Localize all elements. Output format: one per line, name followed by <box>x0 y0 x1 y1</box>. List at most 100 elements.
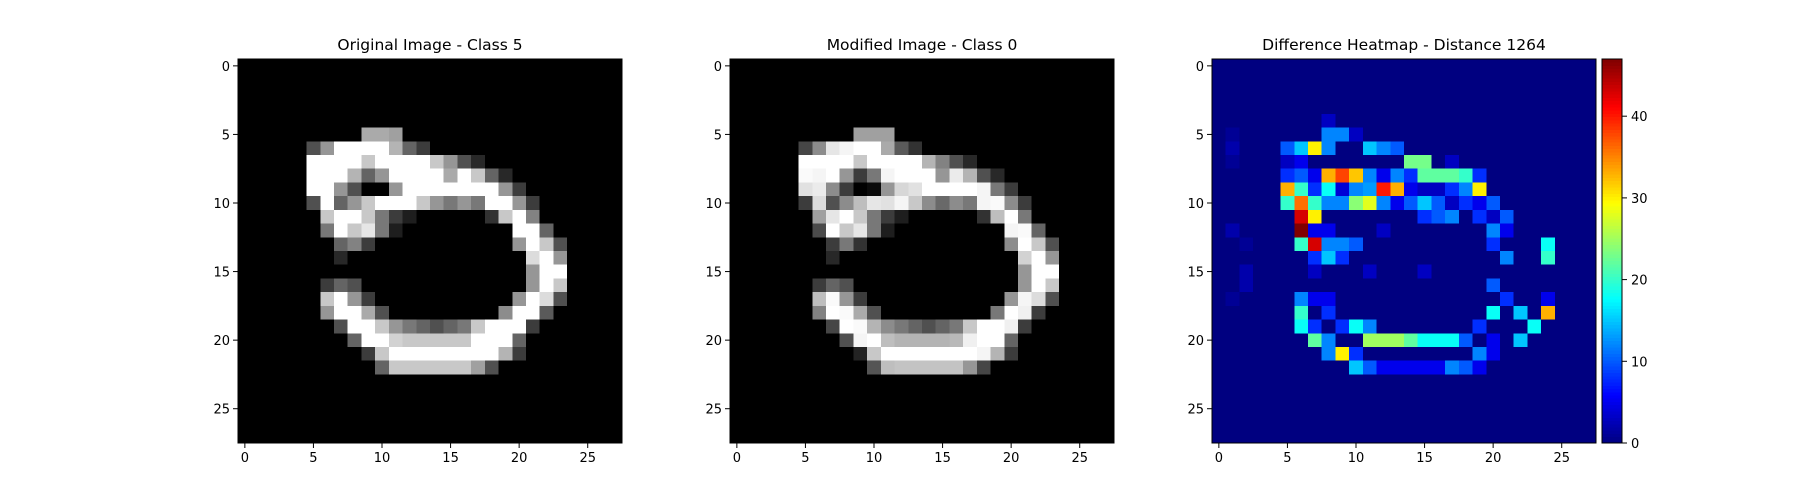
pixel <box>416 333 431 348</box>
pixel <box>443 347 458 362</box>
pixel <box>812 374 827 389</box>
pixel <box>1568 347 1583 362</box>
pixel <box>743 251 758 266</box>
pixel <box>784 360 799 375</box>
pixel <box>1072 388 1087 403</box>
pixel <box>306 182 321 197</box>
pixel <box>1335 113 1350 128</box>
pixel <box>1294 292 1309 307</box>
pixel <box>894 319 909 334</box>
pixel <box>880 347 895 362</box>
pixel <box>347 319 362 334</box>
pixel <box>1349 141 1364 156</box>
pixel <box>347 388 362 403</box>
pixel <box>1527 374 1542 389</box>
pixel <box>935 388 950 403</box>
colorbar-step <box>1602 199 1622 204</box>
pixel <box>812 141 827 156</box>
pixel <box>306 415 321 430</box>
pixel <box>402 251 417 266</box>
pixel <box>526 113 541 128</box>
pixel <box>553 168 568 183</box>
pixel <box>771 278 786 293</box>
pixel <box>265 388 280 403</box>
pixel <box>1266 429 1281 444</box>
pixel <box>320 100 335 115</box>
pixel <box>1031 155 1046 170</box>
pixel <box>922 374 937 389</box>
pixel <box>990 113 1005 128</box>
pixel <box>853 415 868 430</box>
pixel <box>1376 168 1391 183</box>
pixel <box>1417 196 1432 211</box>
pixel <box>1486 415 1501 430</box>
pixel <box>1280 182 1295 197</box>
pixel <box>279 374 294 389</box>
pixel <box>784 415 799 430</box>
pixel <box>1431 127 1446 142</box>
pixel <box>1294 305 1309 320</box>
pixel <box>1390 251 1405 266</box>
pixel <box>1458 209 1473 224</box>
pixel <box>388 360 403 375</box>
colorbar-step <box>1602 404 1622 409</box>
pixel <box>526 333 541 348</box>
pixel <box>567 182 582 197</box>
pixel <box>1308 251 1323 266</box>
x-tick-label: 0 <box>241 451 249 466</box>
pixel <box>539 319 554 334</box>
pixel <box>567 127 582 142</box>
pixel <box>1225 113 1240 128</box>
pixel <box>567 264 582 279</box>
pixel <box>512 127 527 142</box>
colorbar-step <box>1602 427 1622 431</box>
pixel <box>1225 429 1240 444</box>
colorbar-step <box>1602 235 1622 239</box>
pixel <box>1266 292 1281 307</box>
pixel <box>1390 347 1405 362</box>
pixel <box>949 360 964 375</box>
pixel <box>949 113 964 128</box>
pixel <box>1404 360 1419 375</box>
pixel <box>1335 347 1350 362</box>
pixel <box>757 59 772 74</box>
pixel <box>1239 182 1254 197</box>
colorbar-step <box>1602 343 1622 348</box>
pixel <box>1472 388 1487 403</box>
pixel <box>443 127 458 142</box>
pixel <box>880 168 895 183</box>
pixel <box>963 264 978 279</box>
pixel <box>484 415 499 430</box>
pixel <box>1431 155 1446 170</box>
pixel <box>1362 374 1377 389</box>
colorbar-step <box>1602 395 1622 399</box>
colorbar-step <box>1602 388 1622 393</box>
pixel <box>1031 237 1046 252</box>
pixel <box>443 155 458 170</box>
x-tick-label: 0 <box>733 451 741 466</box>
pixel <box>949 429 964 444</box>
pixel <box>443 401 458 416</box>
pixel <box>526 415 541 430</box>
pixel <box>443 223 458 238</box>
pixel <box>279 86 294 101</box>
colorbar-step <box>1602 158 1622 162</box>
pixel <box>306 127 321 142</box>
pixel <box>1239 292 1254 307</box>
colorbar-step <box>1602 327 1622 332</box>
pixel <box>1100 196 1115 211</box>
pixel <box>990 292 1005 307</box>
pixel <box>1086 72 1101 87</box>
pixel <box>539 59 554 74</box>
pixel <box>812 264 827 279</box>
pixel <box>771 59 786 74</box>
pixel <box>512 401 527 416</box>
pixel <box>1554 100 1569 115</box>
pixel <box>1404 86 1419 101</box>
colorbar-step <box>1602 97 1622 102</box>
pixel <box>416 305 431 320</box>
pixel <box>826 209 841 224</box>
pixel <box>1362 415 1377 430</box>
pixel <box>238 401 253 416</box>
pixel <box>608 100 623 115</box>
